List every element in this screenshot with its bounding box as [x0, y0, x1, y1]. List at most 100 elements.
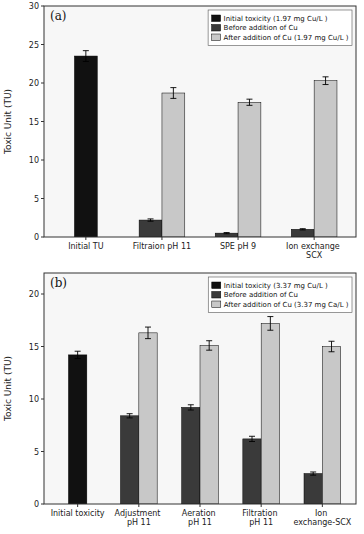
- error-cap: [329, 351, 335, 352]
- error-cap: [249, 441, 255, 442]
- error-bar: [249, 436, 255, 441]
- x-tick-label: Filtration pH 11: [242, 509, 280, 527]
- bar: [291, 229, 314, 237]
- panel: 0 5 10 15 20 Toxic Unit (TU) Initial toxicity A…: [3, 273, 356, 527]
- error-cap: [300, 228, 306, 229]
- error-bar: [246, 99, 252, 105]
- y-tick: [41, 399, 44, 400]
- error-bar: [267, 317, 273, 331]
- y-tick: [41, 83, 44, 84]
- y-tick-label: 5: [34, 448, 39, 457]
- error-bar: [310, 472, 316, 475]
- figure: 0 5 10 15 20 25 30 Toxic Unit (TU) Initial TU Fil…: [0, 0, 364, 534]
- bar: [238, 102, 261, 237]
- legend-swatch: [212, 15, 221, 22]
- x-tick-label: Ion exchange SCX: [286, 242, 342, 260]
- bar: [74, 56, 97, 237]
- x-tick-label-line: pH 11: [249, 518, 273, 527]
- error-line: [190, 405, 191, 410]
- y-tick: [41, 160, 44, 161]
- error-line: [148, 327, 149, 339]
- y-tick-label: 25: [29, 41, 39, 50]
- error-bar: [170, 88, 176, 99]
- error-cap: [188, 404, 194, 405]
- bar: [200, 345, 218, 504]
- plot-background: [44, 273, 356, 504]
- error-line: [270, 317, 271, 331]
- bar: [120, 416, 138, 504]
- bar: [215, 233, 238, 237]
- x-tick: [200, 504, 201, 507]
- x-tick-label-line: SCX: [306, 251, 323, 260]
- plot-frame: [44, 273, 356, 504]
- bar: [314, 81, 337, 237]
- legend-label: Initial toxicity (3.37 mg Cu/L ): [224, 282, 328, 290]
- bar: [139, 333, 157, 504]
- y-tick-label: 10: [29, 395, 39, 404]
- error-bar: [75, 351, 81, 358]
- y-tick-label: 20: [29, 290, 39, 299]
- legend-label: Initial toxicity (1.97 mg Cu/L ): [224, 15, 328, 23]
- error-bar: [329, 341, 335, 352]
- y-tick: [41, 121, 44, 122]
- plot-background: [44, 6, 356, 237]
- error-bar: [188, 405, 194, 410]
- y-tick: [41, 6, 44, 7]
- error-cap: [75, 351, 81, 352]
- legend-box: [208, 277, 352, 313]
- y-tick-label: 30: [29, 2, 39, 11]
- error-cap: [170, 98, 176, 99]
- legend-swatch: [212, 292, 221, 299]
- y-axis-label: Toxic Unit (TU): [3, 356, 13, 422]
- x-tick-label: Initial TU: [68, 242, 104, 251]
- error-bar: [206, 341, 212, 350]
- error-line: [313, 472, 314, 475]
- y-tick-label: 5: [34, 195, 39, 204]
- x-tick: [314, 237, 315, 240]
- error-bar: [148, 219, 154, 221]
- error-cap: [206, 340, 212, 341]
- x-tick-label-line: exchange-SCX: [293, 518, 351, 527]
- error-bar: [224, 233, 230, 234]
- x-tick-label: Initial toxicity: [51, 509, 105, 518]
- panel: 051015202530Toxic Unit (TU)Initial TUFil…: [3, 2, 356, 260]
- y-tick-label: 0: [34, 233, 39, 242]
- bar: [243, 439, 261, 504]
- error-cap: [267, 330, 273, 331]
- error-cap: [300, 229, 306, 230]
- y-tick: [41, 294, 44, 295]
- x-tick: [322, 504, 323, 507]
- x-tick-label-line: Filtration: [242, 509, 280, 518]
- y-tick-label: 15: [29, 343, 39, 352]
- error-bar: [127, 414, 133, 418]
- y-tick-label: 15: [29, 118, 39, 127]
- error-line: [129, 414, 130, 418]
- y-tick-label: 0: [34, 500, 39, 509]
- x-tick-label: Ion exchange-SCX: [293, 509, 351, 527]
- x-tick-label: Filtraion pH 11: [133, 242, 191, 251]
- error-line: [331, 341, 332, 352]
- error-cap: [323, 76, 329, 77]
- error-cap: [310, 475, 316, 476]
- error-bar: [83, 51, 89, 62]
- error-bar: [300, 229, 306, 230]
- x-tick-label: SPE pH 9: [220, 242, 256, 251]
- bar: [322, 347, 340, 505]
- error-line: [173, 88, 174, 99]
- error-cap: [170, 87, 176, 88]
- error-cap: [127, 417, 133, 418]
- legend: Initial toxicity (3.37 mg Cu/L )Before a…: [208, 277, 352, 313]
- bar: [261, 323, 279, 504]
- legend-box: [208, 10, 352, 46]
- bar: [139, 220, 162, 237]
- y-tick: [41, 504, 44, 505]
- error-cap: [148, 221, 154, 222]
- x-tick: [77, 504, 78, 507]
- x-tick-label-line: Adjustment: [115, 509, 163, 518]
- error-line: [325, 77, 326, 85]
- y-tick-label: 20: [29, 79, 39, 88]
- x-tick-label-line: Ion: [315, 509, 330, 518]
- legend-swatch: [212, 282, 221, 289]
- error-cap: [148, 218, 154, 219]
- x-tick: [161, 237, 162, 240]
